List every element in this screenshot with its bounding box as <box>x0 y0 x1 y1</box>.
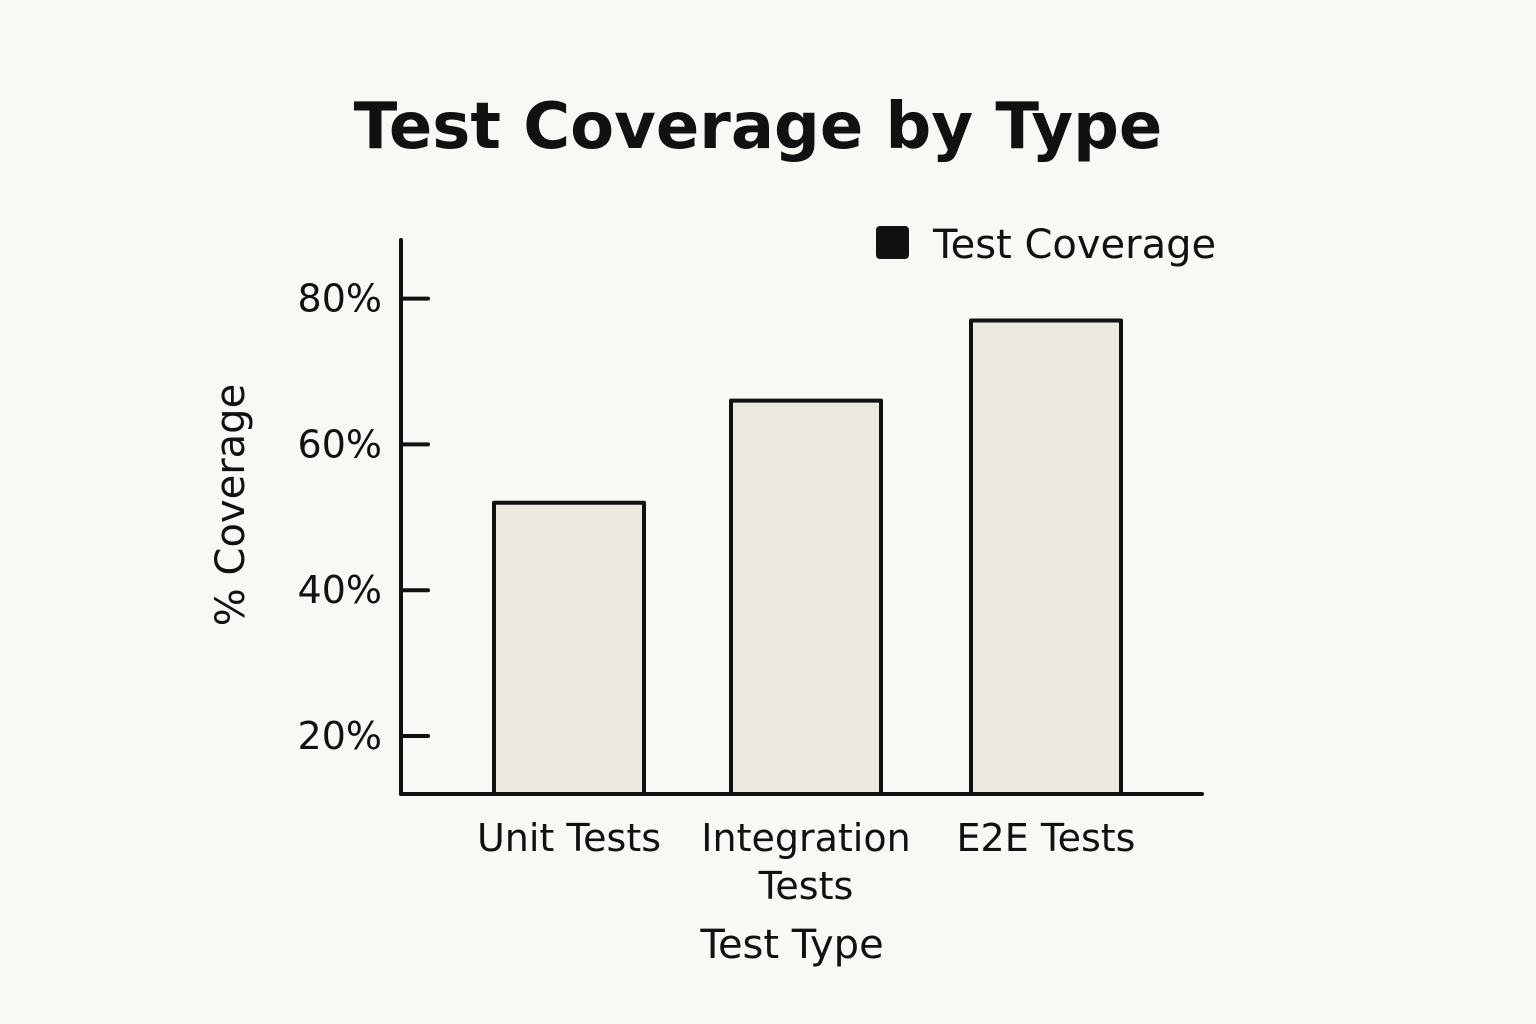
y-tick-label-3: 80% <box>298 277 382 321</box>
legend-swatch <box>876 226 909 259</box>
bar-0 <box>492 500 646 796</box>
chart-title: Test Coverage by Type <box>354 90 1163 164</box>
bars-group <box>492 318 1123 796</box>
bar-1 <box>729 398 883 796</box>
y-tick-label-1: 40% <box>298 568 382 612</box>
legend-label: Test Coverage <box>932 222 1216 268</box>
y-ticks-group: 20% 40% 60% 80% <box>298 277 430 758</box>
legend: Test Coverage <box>876 222 1216 268</box>
x-tick-label-1: Integration Tests <box>701 816 910 908</box>
x-tick-label-0: Unit Tests <box>477 816 661 860</box>
x-axis-title: Test Type <box>699 922 883 968</box>
x-tick-label-2: E2E Tests <box>957 816 1136 860</box>
x-labels-group: Unit Tests Integration Tests E2E Tests <box>477 816 1135 908</box>
y-axis-title: % Coverage <box>208 384 254 626</box>
y-tick-label-0: 20% <box>298 714 382 758</box>
y-tick-label-2: 60% <box>298 422 382 466</box>
bar-2 <box>969 318 1123 796</box>
